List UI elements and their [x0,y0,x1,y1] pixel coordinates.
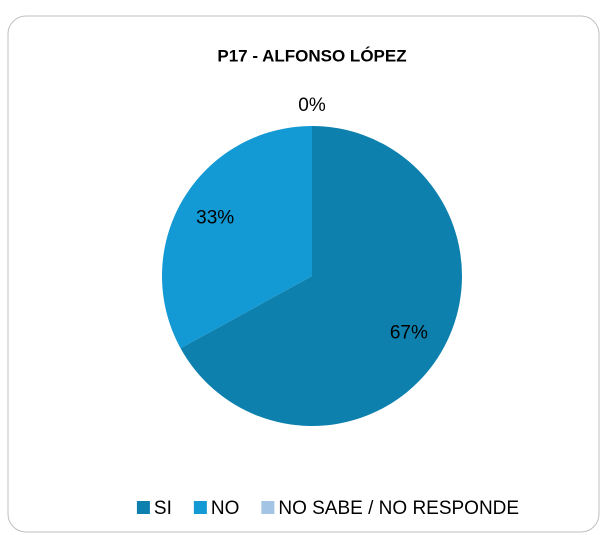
legend: SI NO NO SABE / NO RESPONDE [136,498,519,519]
pie-slice [161,125,312,349]
data-label: 67% [390,322,428,343]
legend-swatch [261,501,275,514]
pie: 67% 33% 0% [161,95,462,426]
legend-label: NO [211,498,240,519]
chart-title: P17 - ALFONSO LÓPEZ [217,46,406,65]
legend-swatch [136,501,150,514]
data-label: 33% [196,208,234,229]
data-label: 0% [298,95,326,116]
legend-label: NO SABE / NO RESPONDE [278,498,519,519]
pie-slice [180,126,462,426]
legend-swatch [193,501,207,514]
legend-label: SI [154,498,172,519]
